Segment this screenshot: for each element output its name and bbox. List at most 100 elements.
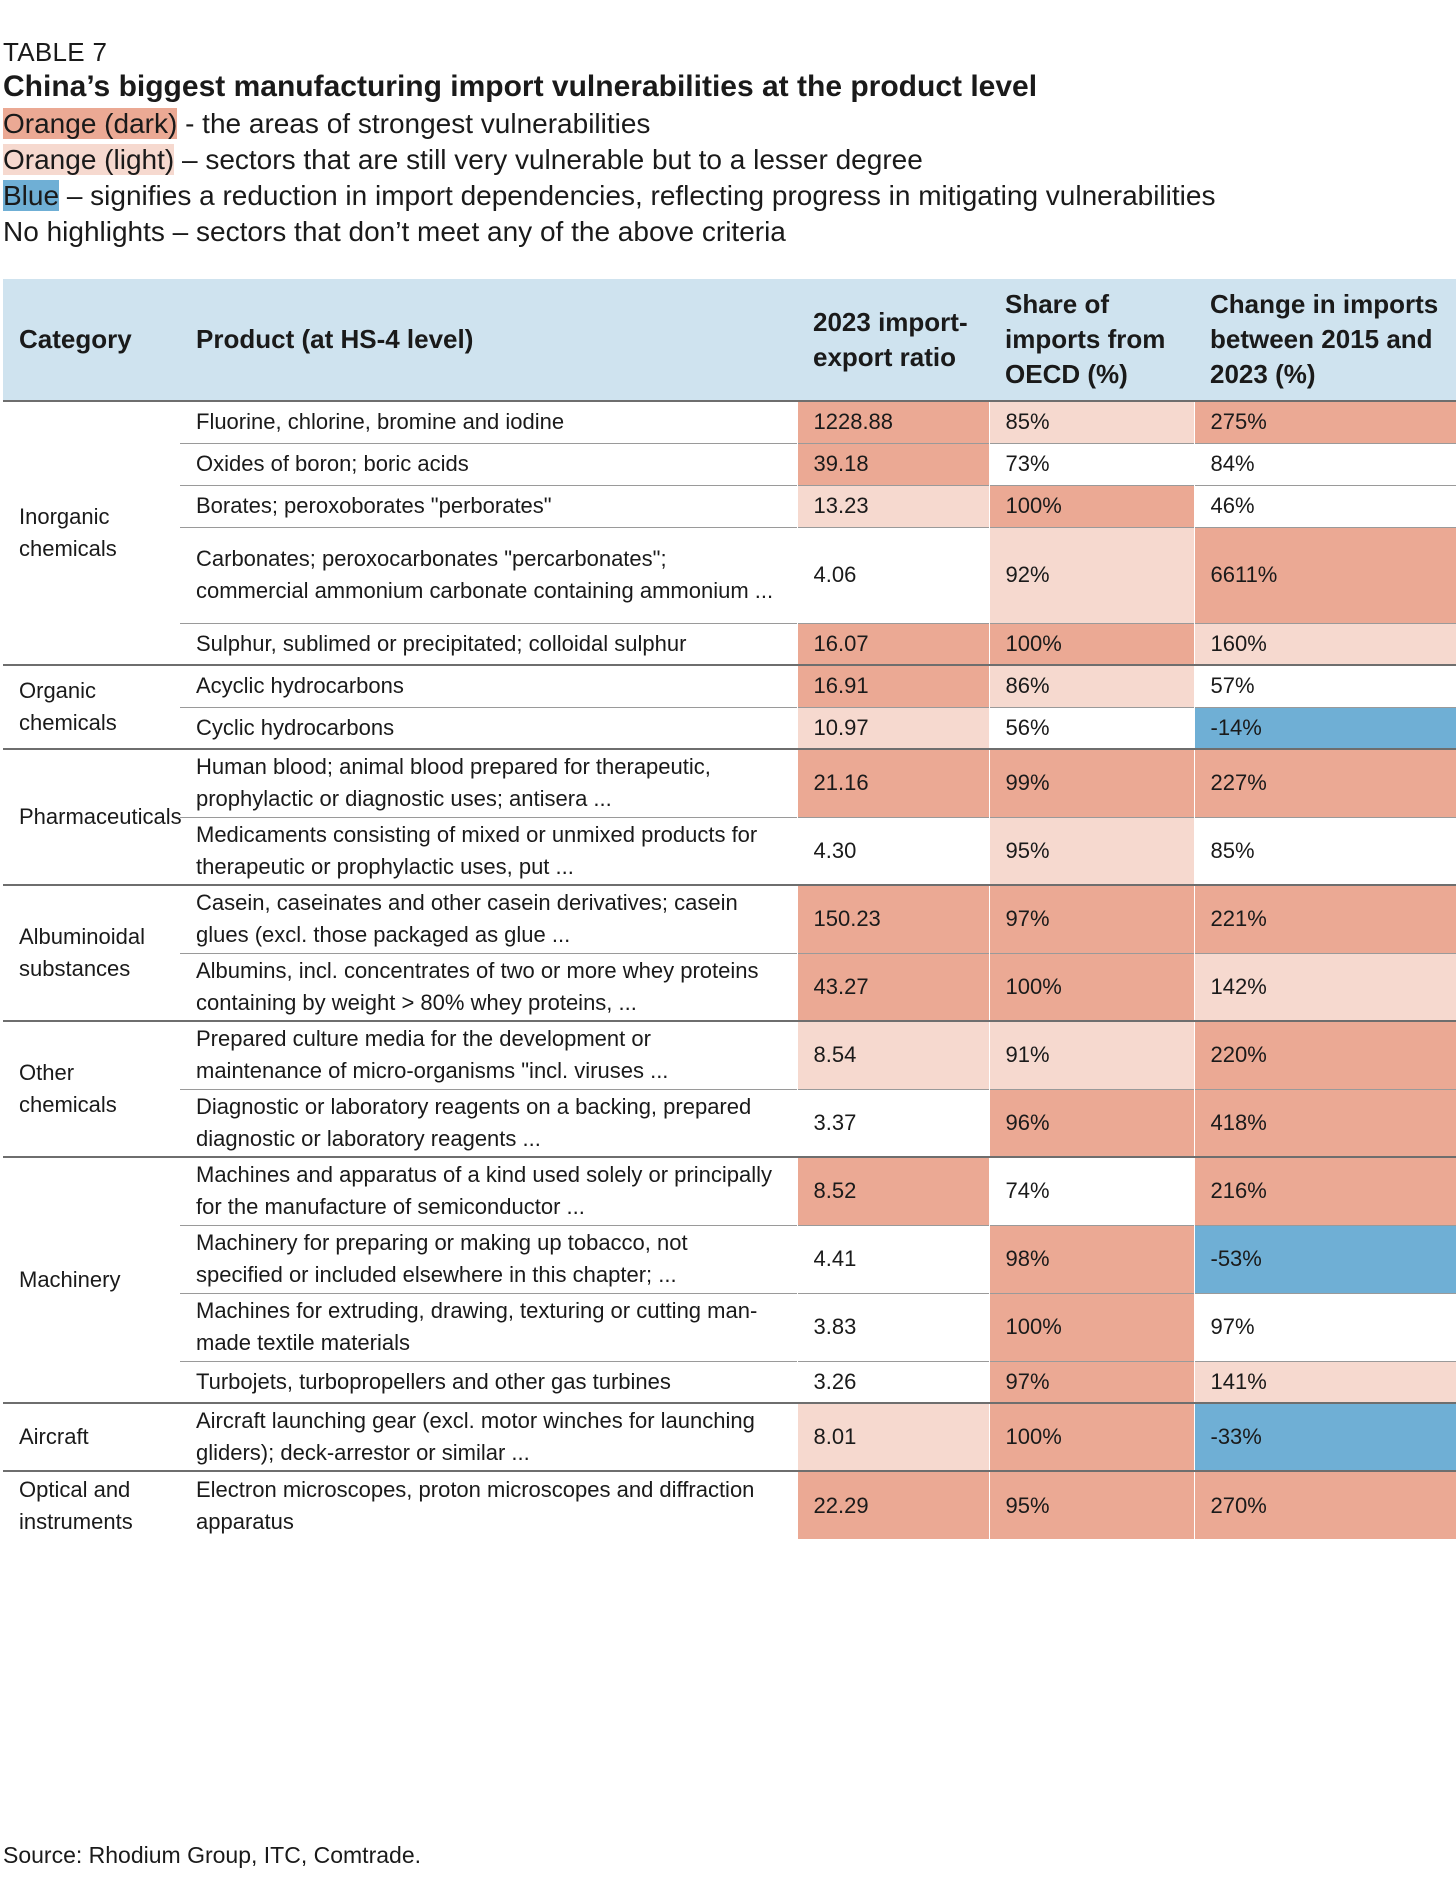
legend-item-dark: Orange (dark) - the areas of strongest v… — [3, 106, 1443, 142]
ratio-cell: 8.54 — [796, 1020, 989, 1089]
category-cell: Albuminoidal substances — [3, 884, 180, 1021]
change-cell: 6611% — [1193, 526, 1456, 623]
category-cell: Aircraft — [3, 1402, 180, 1471]
table-row: Optical and instruments Electron microsco… — [3, 1470, 1456, 1539]
product-cell: Cyclic hydrocarbons — [180, 706, 797, 749]
ratio-cell: 13.23 — [796, 484, 989, 527]
share-cell: 56% — [988, 706, 1194, 749]
product-cell: Turbojets, turbopropellers and other gas… — [180, 1360, 797, 1403]
share-cell: 100% — [988, 952, 1194, 1021]
vulnerability-table: Category Product (at HS-4 level) 2023 im… — [3, 279, 1456, 1539]
page-title: China’s biggest manufacturing import vul… — [3, 70, 1038, 103]
table-row: Pharmaceuticals Human blood; animal blood… — [3, 748, 1456, 885]
product-cell: Electron microscopes, proton microscopes… — [180, 1470, 797, 1539]
ratio-cell: 8.01 — [796, 1402, 989, 1471]
product-cell: Machines and apparatus of a kind used so… — [180, 1156, 797, 1225]
change-cell: 84% — [1193, 442, 1456, 485]
col-header-share: Share of imports from OECD (%) — [989, 279, 1194, 401]
change-cell: 221% — [1193, 884, 1456, 953]
table-row: Machines for extruding, drawing, texturi… — [3, 1292, 1456, 1361]
change-cell: 227% — [1193, 748, 1456, 817]
table-row: Oxides of boron; boric acids 39.18 73% 84% — [3, 442, 1456, 485]
share-cell: 98% — [988, 1224, 1194, 1293]
product-cell: Carbonates; peroxocarbonates "percarbona… — [180, 526, 797, 623]
product-cell: Albumins, incl. concentrates of two or m… — [180, 952, 797, 1021]
share-cell: 100% — [988, 1292, 1194, 1361]
ratio-cell: 8.52 — [796, 1156, 989, 1225]
table-row: Borates; peroxoborates "perborates" 13.23… — [3, 484, 1456, 527]
table-row: Carbonates; peroxocarbonates "percarbona… — [3, 526, 1456, 623]
change-cell: -14% — [1193, 706, 1456, 749]
change-cell: 418% — [1193, 1088, 1456, 1157]
change-cell: -53% — [1193, 1224, 1456, 1293]
legend-text-dark: - the areas of strongest vulnerabilities — [177, 108, 651, 139]
change-cell: 160% — [1193, 622, 1456, 665]
product-cell: Sulphur, sublimed or precipitated; collo… — [180, 622, 797, 665]
ratio-cell: 3.37 — [796, 1088, 989, 1157]
share-cell: 100% — [988, 1402, 1194, 1471]
table-row: Albumins, incl. concentrates of two or m… — [3, 952, 1456, 1021]
table-row: Sulphur, sublimed or precipitated; collo… — [3, 622, 1456, 665]
table-row: Medicaments consisting of mixed or unmix… — [3, 816, 1456, 885]
share-cell: 73% — [988, 442, 1194, 485]
ratio-cell: 3.83 — [796, 1292, 989, 1361]
share-cell: 99% — [988, 748, 1194, 817]
ratio-cell: 150.23 — [796, 884, 989, 953]
ratio-cell: 1228.88 — [796, 400, 989, 443]
ratio-cell: 16.91 — [796, 664, 989, 707]
table-header-block: TABLE 7 China’s biggest manufacturing im… — [3, 36, 1443, 250]
col-header-category: Category — [3, 279, 180, 401]
product-cell: Acyclic hydrocarbons — [180, 664, 797, 707]
category-cell: Inorganic chemicals — [3, 400, 180, 665]
product-cell: Human blood; animal blood prepared for t… — [180, 748, 797, 817]
table-row: Diagnostic or laboratory reagents on a b… — [3, 1088, 1456, 1157]
table-row: Aircraft Aircraft launching gear (excl. m… — [3, 1402, 1456, 1471]
table-row: Inorganic chemicals Fluorine, chlorine, b… — [3, 400, 1456, 665]
change-cell: -33% — [1193, 1402, 1456, 1471]
legend-key-light: Orange (light) — [3, 144, 175, 175]
product-cell: Machines for extruding, drawing, texturi… — [180, 1292, 797, 1361]
change-cell: 141% — [1193, 1360, 1456, 1403]
table-row: Machinery Machines and apparatus of a kin… — [3, 1156, 1456, 1403]
legend-text-light: – sectors that are still very vulnerable… — [174, 144, 923, 175]
product-cell: Fluorine, chlorine, bromine and iodine — [180, 400, 797, 443]
legend-item-blue: Blue – signifies a reduction in import d… — [3, 178, 1443, 214]
table-tag: TABLE 7 — [3, 37, 108, 67]
share-cell: 92% — [988, 526, 1194, 623]
change-cell: 85% — [1193, 816, 1456, 885]
share-cell: 74% — [988, 1156, 1194, 1225]
share-cell: 97% — [988, 884, 1194, 953]
ratio-cell: 21.16 — [796, 748, 989, 817]
product-cell: Oxides of boron; boric acids — [180, 442, 797, 485]
col-header-change: Change in imports between 2015 and 2023 … — [1194, 279, 1456, 401]
product-cell: Diagnostic or laboratory reagents on a b… — [180, 1088, 797, 1157]
ratio-cell: 39.18 — [796, 442, 989, 485]
category-cell: Pharmaceuticals — [3, 748, 182, 885]
share-cell: 95% — [988, 816, 1194, 885]
col-header-product: Product (at HS-4 level) — [180, 279, 797, 401]
table-header-row: Category Product (at HS-4 level) 2023 im… — [3, 279, 1456, 401]
legend-text-blue: – signifies a reduction in import depend… — [59, 180, 1216, 211]
ratio-cell: 3.26 — [796, 1360, 989, 1403]
legend-text-none: No highlights – sectors that don’t meet … — [3, 216, 786, 247]
product-cell: Machinery for preparing or making up tob… — [180, 1224, 797, 1293]
legend-item-light: Orange (light) – sectors that are still … — [3, 142, 1443, 178]
share-cell: 95% — [988, 1470, 1194, 1539]
col-header-ratio: 2023 import-export ratio — [797, 279, 989, 401]
product-cell: Prepared culture media for the developme… — [180, 1020, 797, 1089]
table-row: Organic chemicals Acyclic hydrocarbons 16.… — [3, 664, 1456, 749]
product-cell: Aircraft launching gear (excl. motor win… — [180, 1402, 797, 1471]
share-cell: 100% — [988, 484, 1194, 527]
category-cell: Other chemicals — [3, 1020, 180, 1157]
source-note: Source: Rhodium Group, ITC, Comtrade. — [3, 1842, 421, 1868]
change-cell: 142% — [1193, 952, 1456, 1021]
share-cell: 85% — [988, 400, 1194, 443]
table-row: Other chemicals Prepared culture media fo… — [3, 1020, 1456, 1157]
legend-key-dark: Orange (dark) — [3, 108, 178, 139]
share-cell: 97% — [988, 1360, 1194, 1403]
ratio-cell: 10.97 — [796, 706, 989, 749]
ratio-cell: 16.07 — [796, 622, 989, 665]
ratio-cell: 4.30 — [796, 816, 989, 885]
legend-item-none: No highlights – sectors that don’t meet … — [3, 214, 1443, 250]
product-cell: Medicaments consisting of mixed or unmix… — [180, 816, 797, 885]
